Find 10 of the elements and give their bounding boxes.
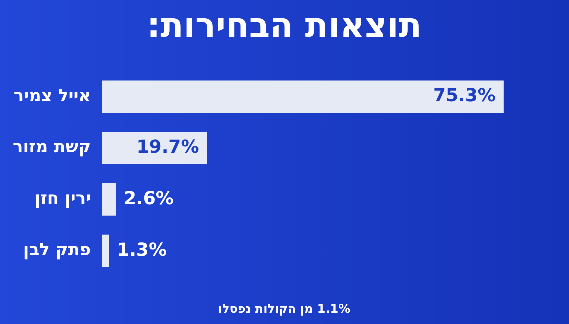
- data-label: 2.6%: [124, 188, 174, 210]
- y-tick-label: פתק לבן: [23, 240, 92, 261]
- y-tick-label: אייל צמיר: [14, 86, 92, 106]
- y-tick-label: קשת מזור: [12, 138, 92, 158]
- data-label: 19.7%: [136, 136, 200, 158]
- chart-title: תוצאות הבחירות:: [146, 6, 423, 46]
- y-tick-label: ירין חזן: [34, 189, 92, 210]
- text: 1.1% מן הקולות נפסלו: [217, 302, 352, 316]
- data-label: 75.3%: [433, 86, 496, 107]
- data-label: 1.3%: [117, 240, 167, 261]
